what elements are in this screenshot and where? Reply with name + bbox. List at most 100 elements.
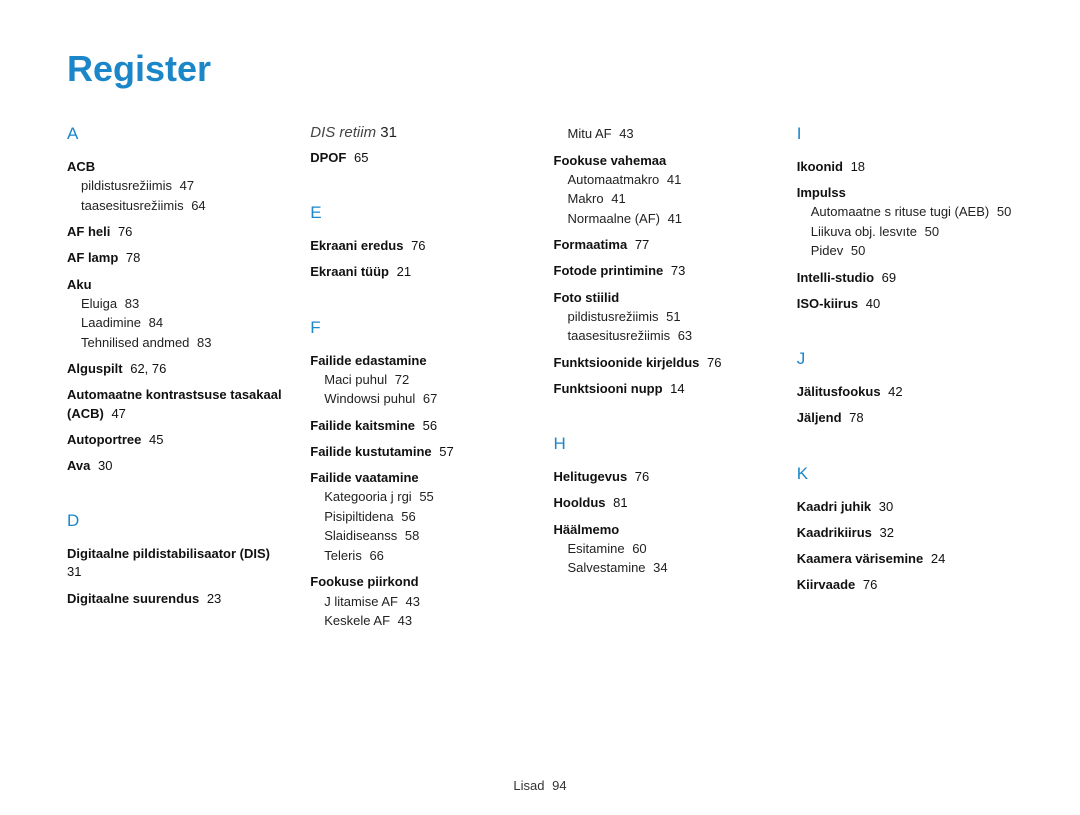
index-column: Mitu AF 43 Fookuse vahemaaAutomaatmakro 4… [554, 124, 777, 639]
index-entry: Kiirvaade 76 [797, 576, 1020, 594]
entry-main[interactable]: Failide edastamine [310, 352, 533, 370]
entry-sub[interactable]: taasesitusrežiimis 64 [81, 196, 290, 216]
entry-main[interactable]: Failide kustutamine 57 [310, 443, 533, 461]
entry-sub[interactable]: Teleris 66 [324, 546, 533, 566]
entry-main[interactable]: Kaadrikiirus 32 [797, 524, 1020, 542]
entry-main[interactable]: DPOF 65 [310, 149, 533, 167]
footer-page: 94 [552, 778, 566, 793]
index-entry: Foto stiilidpildistusrežiimis 51taasesit… [554, 289, 777, 346]
entry-sub[interactable]: Mitu AF 43 [568, 124, 777, 144]
index-entry: Alguspilt 62, 76 [67, 360, 290, 378]
entry-main[interactable]: Fookuse vahemaa [554, 152, 777, 170]
index-entry: Jäljend 78 [797, 409, 1020, 427]
entry-page: 50 [921, 224, 939, 239]
entry-main[interactable]: Funktsioonide kirjeldus 76 [554, 354, 777, 372]
entry-main[interactable]: Kaamera värisemine 24 [797, 550, 1020, 568]
entry-main[interactable]: ISO-kiirus 40 [797, 295, 1020, 313]
entry-page: 62, 76 [127, 361, 167, 376]
entry-sub[interactable]: Pidev 50 [811, 241, 1020, 261]
continuation-entry: DIS retiim 31 [310, 124, 533, 141]
entry-main[interactable]: Digitaalne pildistabilisaator (DIS) 31 [67, 545, 290, 581]
index-entry: Failide edastamineMaci puhul 72Windowsi … [310, 352, 533, 409]
entry-main[interactable]: Jäljend 78 [797, 409, 1020, 427]
section-letter: K [797, 464, 1020, 484]
index-entry: Fotode printimine 73 [554, 262, 777, 280]
entry-page: 43 [402, 594, 420, 609]
entry-main[interactable]: Kaadri juhik 30 [797, 498, 1020, 516]
entry-sub[interactable]: Makro 41 [568, 189, 777, 209]
entry-main[interactable]: Digitaalne suurendus 23 [67, 590, 290, 608]
entry-main[interactable]: Ekraani eredus 76 [310, 237, 533, 255]
entry-main[interactable]: Automaatne kontrastsuse tasakaal (ACB) 4… [67, 386, 290, 422]
index-entry: Funktsiooni nupp 14 [554, 380, 777, 398]
entry-main[interactable]: Formaatima 77 [554, 236, 777, 254]
entry-sub[interactable]: Normaalne (AF) 41 [568, 209, 777, 229]
index-entry: Ikoonid 18 [797, 158, 1020, 176]
entry-page: 41 [664, 211, 682, 226]
entry-sub[interactable]: Laadimine 84 [81, 313, 290, 333]
entry-main[interactable]: Failide kaitsmine 56 [310, 417, 533, 435]
entry-page: 47 [176, 178, 194, 193]
entry-page: 42 [885, 384, 903, 399]
entry-sub[interactable]: Eluiga 83 [81, 294, 290, 314]
entry-main[interactable]: Impulss [797, 184, 1020, 202]
entry-sub[interactable]: Automaatne s rituse tugi (AEB) 50 [811, 202, 1020, 222]
entry-sub[interactable]: J litamise AF 43 [324, 592, 533, 612]
entry-main[interactable]: Alguspilt 62, 76 [67, 360, 290, 378]
entry-sub[interactable]: Pisipiltidena 56 [324, 507, 533, 527]
index-entry: Digitaalne pildistabilisaator (DIS) 31 [67, 545, 290, 581]
entry-page: 78 [846, 410, 864, 425]
page-title: Register [67, 48, 1020, 90]
entry-main[interactable]: Autoportree 45 [67, 431, 290, 449]
entry-main[interactable]: Ava 30 [67, 457, 290, 475]
entry-sub[interactable]: pildistusrežiimis 47 [81, 176, 290, 196]
entry-page: 18 [847, 159, 865, 174]
entry-main[interactable]: Aku [67, 276, 290, 294]
entry-sub[interactable]: Slaidiseanss 58 [324, 526, 533, 546]
entry-main[interactable]: Ikoonid 18 [797, 158, 1020, 176]
index-entry: Autoportree 45 [67, 431, 290, 449]
entry-sub[interactable]: taasesitusrežiimis 63 [568, 326, 777, 346]
entry-main[interactable]: AF heli 76 [67, 223, 290, 241]
index-entry: DPOF 65 [310, 149, 533, 167]
entry-main[interactable]: Jälitusfookus 42 [797, 383, 1020, 401]
entry-main[interactable]: Funktsiooni nupp 14 [554, 380, 777, 398]
entry-sub[interactable]: Esitamine 60 [568, 539, 777, 559]
index-entry: Ekraani eredus 76 [310, 237, 533, 255]
section-letter: I [797, 124, 1020, 144]
entry-main[interactable]: Ekraani tüüp 21 [310, 263, 533, 281]
index-entry: Automaatne kontrastsuse tasakaal (ACB) 4… [67, 386, 290, 422]
section-letter: A [67, 124, 290, 144]
entry-sub[interactable]: Kategooria j rgi 55 [324, 487, 533, 507]
entry-main[interactable]: Intelli-studio 69 [797, 269, 1020, 287]
index-columns: AACBpildistusrežiimis 47taasesitusrežiim… [67, 124, 1020, 639]
index-entry: Failide vaatamineKategooria j rgi 55Pisi… [310, 469, 533, 565]
entry-main[interactable]: ACB [67, 158, 290, 176]
entry-sub[interactable]: Liikuva obj. lesvıte 50 [811, 222, 1020, 242]
index-entry: Funktsioonide kirjeldus 76 [554, 354, 777, 372]
entry-main[interactable]: Kiirvaade 76 [797, 576, 1020, 594]
entry-main[interactable]: Fotode printimine 73 [554, 262, 777, 280]
entry-main[interactable]: Helitugevus 76 [554, 468, 777, 486]
entry-main[interactable]: Hooldus 81 [554, 494, 777, 512]
index-entry: Kaadrikiirus 32 [797, 524, 1020, 542]
entry-sub[interactable]: Maci puhul 72 [324, 370, 533, 390]
entry-page: 76 [703, 355, 721, 370]
entry-sub[interactable]: Tehnilised andmed 83 [81, 333, 290, 353]
entry-sub[interactable]: Windowsi puhul 67 [324, 389, 533, 409]
entry-page: 83 [193, 335, 211, 350]
entry-sub[interactable]: pildistusrežiimis 51 [568, 307, 777, 327]
entry-main[interactable]: Foto stiilid [554, 289, 777, 307]
entry-main[interactable]: Failide vaatamine [310, 469, 533, 487]
entry-sub[interactable]: Automaatmakro 41 [568, 170, 777, 190]
entry-sub[interactable]: Keskele AF 43 [324, 611, 533, 631]
entry-page: 32 [876, 525, 894, 540]
entry-sub[interactable]: Salvestamine 34 [568, 558, 777, 578]
entry-main[interactable]: AF lamp 78 [67, 249, 290, 267]
entry-page: 78 [122, 250, 140, 265]
entry-page: 21 [393, 264, 411, 279]
entry-main[interactable]: Häälmemo [554, 521, 777, 539]
entry-page: 76 [631, 469, 649, 484]
entry-main[interactable]: Fookuse piirkond [310, 573, 533, 591]
entry-page: 56 [419, 418, 437, 433]
